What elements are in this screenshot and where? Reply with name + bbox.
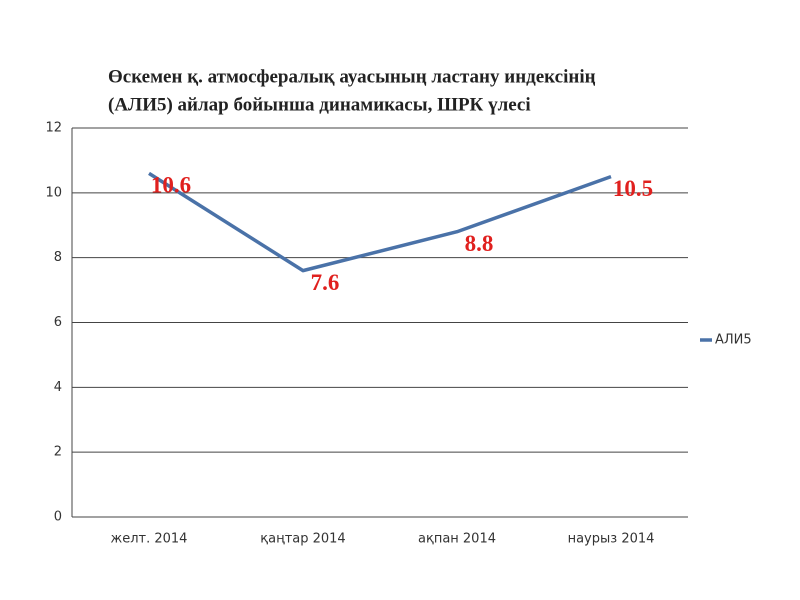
legend-label: АЛИ5: [715, 333, 752, 348]
x-tick-label: ақпан 2014: [418, 532, 496, 547]
data-label: 8.8: [465, 231, 494, 256]
y-tick-label: 4: [54, 380, 62, 395]
y-tick-label: 2: [54, 445, 62, 460]
y-tick-label: 8: [54, 250, 62, 265]
data-label: 10.6: [151, 173, 191, 198]
series-line: [148, 171, 612, 273]
y-tick-label: 10: [45, 185, 62, 200]
chart-title: Өскемен қ. атмосфералық ауасының ластану…: [108, 66, 596, 87]
y-tick-label: 0: [54, 510, 62, 525]
x-tick-label: қаңтар 2014: [260, 532, 345, 547]
data-label: 10.5: [613, 176, 653, 201]
y-tick-label: 12: [45, 121, 62, 136]
chart-title: (АЛИ5) айлар бойынша динамикасы, ШРК үле…: [108, 94, 531, 115]
data-label: 7.6: [311, 270, 340, 295]
x-tick-label: наурыз 2014: [568, 532, 655, 547]
y-tick-label: 6: [54, 315, 62, 330]
x-tick-label: желт. 2014: [111, 532, 188, 547]
